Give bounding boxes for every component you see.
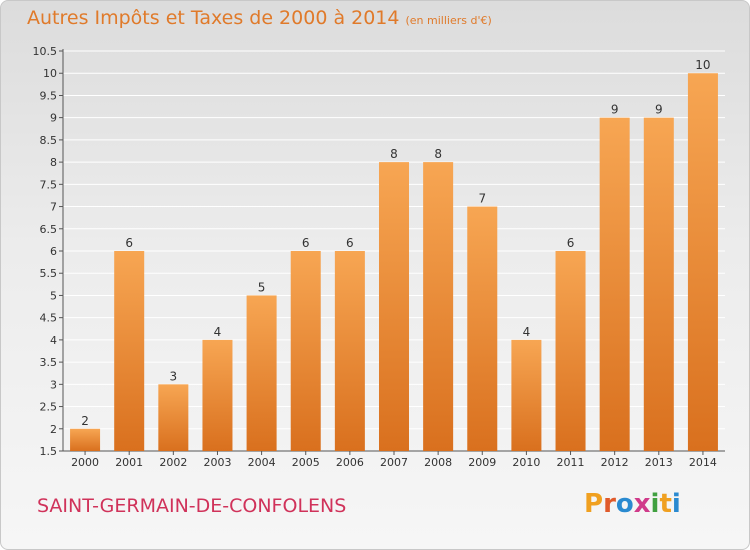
data-label: 9 xyxy=(655,103,663,117)
chart-unit: (en milliers d'€) xyxy=(405,14,492,27)
bar xyxy=(334,251,365,451)
y-tick-label: 9 xyxy=(50,112,57,125)
commune-name: SAINT-GERMAIN-DE-CONFOLENS xyxy=(37,495,347,517)
data-label: 7 xyxy=(478,192,486,206)
x-tick-label: 2005 xyxy=(292,456,320,469)
bar xyxy=(687,73,718,451)
data-label: 8 xyxy=(390,147,398,161)
logo-letter: t xyxy=(659,489,672,519)
data-label: 8 xyxy=(434,147,442,161)
x-tick-label: 2002 xyxy=(159,456,187,469)
data-label: 10 xyxy=(695,58,710,72)
bar xyxy=(246,295,277,451)
x-tick-label: 2003 xyxy=(203,456,231,469)
logo-letter: i xyxy=(671,489,681,519)
logo-letter: r xyxy=(603,489,616,519)
bar xyxy=(643,117,674,452)
bar xyxy=(290,251,321,451)
bar xyxy=(378,162,410,451)
y-tick-label: 3.5 xyxy=(40,356,58,369)
x-tick-label: 2011 xyxy=(557,456,585,469)
data-label: 6 xyxy=(346,236,354,250)
data-label: 3 xyxy=(170,369,178,383)
chart-title: Autres Impôts et Taxes de 2000 à 2014 (en… xyxy=(27,7,492,29)
x-tick-label: 2007 xyxy=(380,456,408,469)
y-tick-label: 3 xyxy=(50,378,57,391)
x-tick-label: 2008 xyxy=(424,456,452,469)
x-tick-label: 2009 xyxy=(468,456,496,469)
bar xyxy=(202,339,233,451)
data-label: 6 xyxy=(302,236,310,250)
y-tick-label: 6 xyxy=(50,245,57,258)
y-tick-label: 8.5 xyxy=(40,134,58,147)
y-tick-label: 1.5 xyxy=(40,445,58,458)
data-label: 6 xyxy=(567,236,575,250)
x-tick-label: 2010 xyxy=(512,456,540,469)
chart-title-text: Autres Impôts et Taxes de 2000 à 2014 xyxy=(27,7,400,29)
x-tick-label: 2014 xyxy=(689,456,717,469)
y-tick-label: 9.5 xyxy=(40,89,58,102)
logo-letter: i xyxy=(650,489,660,519)
x-tick-label: 2006 xyxy=(336,456,364,469)
bar xyxy=(114,251,145,451)
data-label: 4 xyxy=(523,325,531,339)
proxiti-logo[interactable]: Proxiti xyxy=(584,489,681,519)
y-tick-label: 10.5 xyxy=(33,45,58,58)
y-tick-label: 7 xyxy=(50,201,57,214)
y-tick-label: 10 xyxy=(43,67,57,80)
y-tick-label: 4.5 xyxy=(40,312,58,325)
bar xyxy=(511,339,542,451)
y-tick-label: 2.5 xyxy=(40,401,58,414)
bar xyxy=(555,251,586,451)
logo-letter: o xyxy=(615,489,634,519)
bar xyxy=(467,206,498,451)
data-labels: 2 6 3 4 5 6 6 8 8 7 4 6 9 9 10 xyxy=(81,58,710,428)
data-label: 2 xyxy=(81,414,89,428)
bar xyxy=(70,428,101,451)
data-label: 9 xyxy=(611,103,619,117)
logo-letter: P xyxy=(584,489,604,519)
x-tick-label: 2012 xyxy=(601,456,629,469)
x-tick-label: 2001 xyxy=(115,456,143,469)
bar xyxy=(423,162,454,451)
y-tick-label: 2 xyxy=(50,423,57,436)
x-tick-label: 2004 xyxy=(248,456,276,469)
y-tick-label: 5.5 xyxy=(40,267,58,280)
data-label: 4 xyxy=(214,325,222,339)
y-tick-label: 4 xyxy=(50,334,57,347)
bar xyxy=(158,384,189,451)
y-tick-label: 5 xyxy=(50,289,57,302)
logo-letter: x xyxy=(633,489,651,519)
y-tick-label: 7.5 xyxy=(40,178,58,191)
bars xyxy=(70,73,718,452)
y-tick-label: 6.5 xyxy=(40,223,58,236)
bar xyxy=(599,117,630,452)
data-label: 5 xyxy=(258,280,266,294)
x-tick-label: 2000 xyxy=(71,456,99,469)
data-label: 6 xyxy=(125,236,133,250)
x-tick-label: 2013 xyxy=(645,456,673,469)
y-tick-label: 8 xyxy=(50,156,57,169)
